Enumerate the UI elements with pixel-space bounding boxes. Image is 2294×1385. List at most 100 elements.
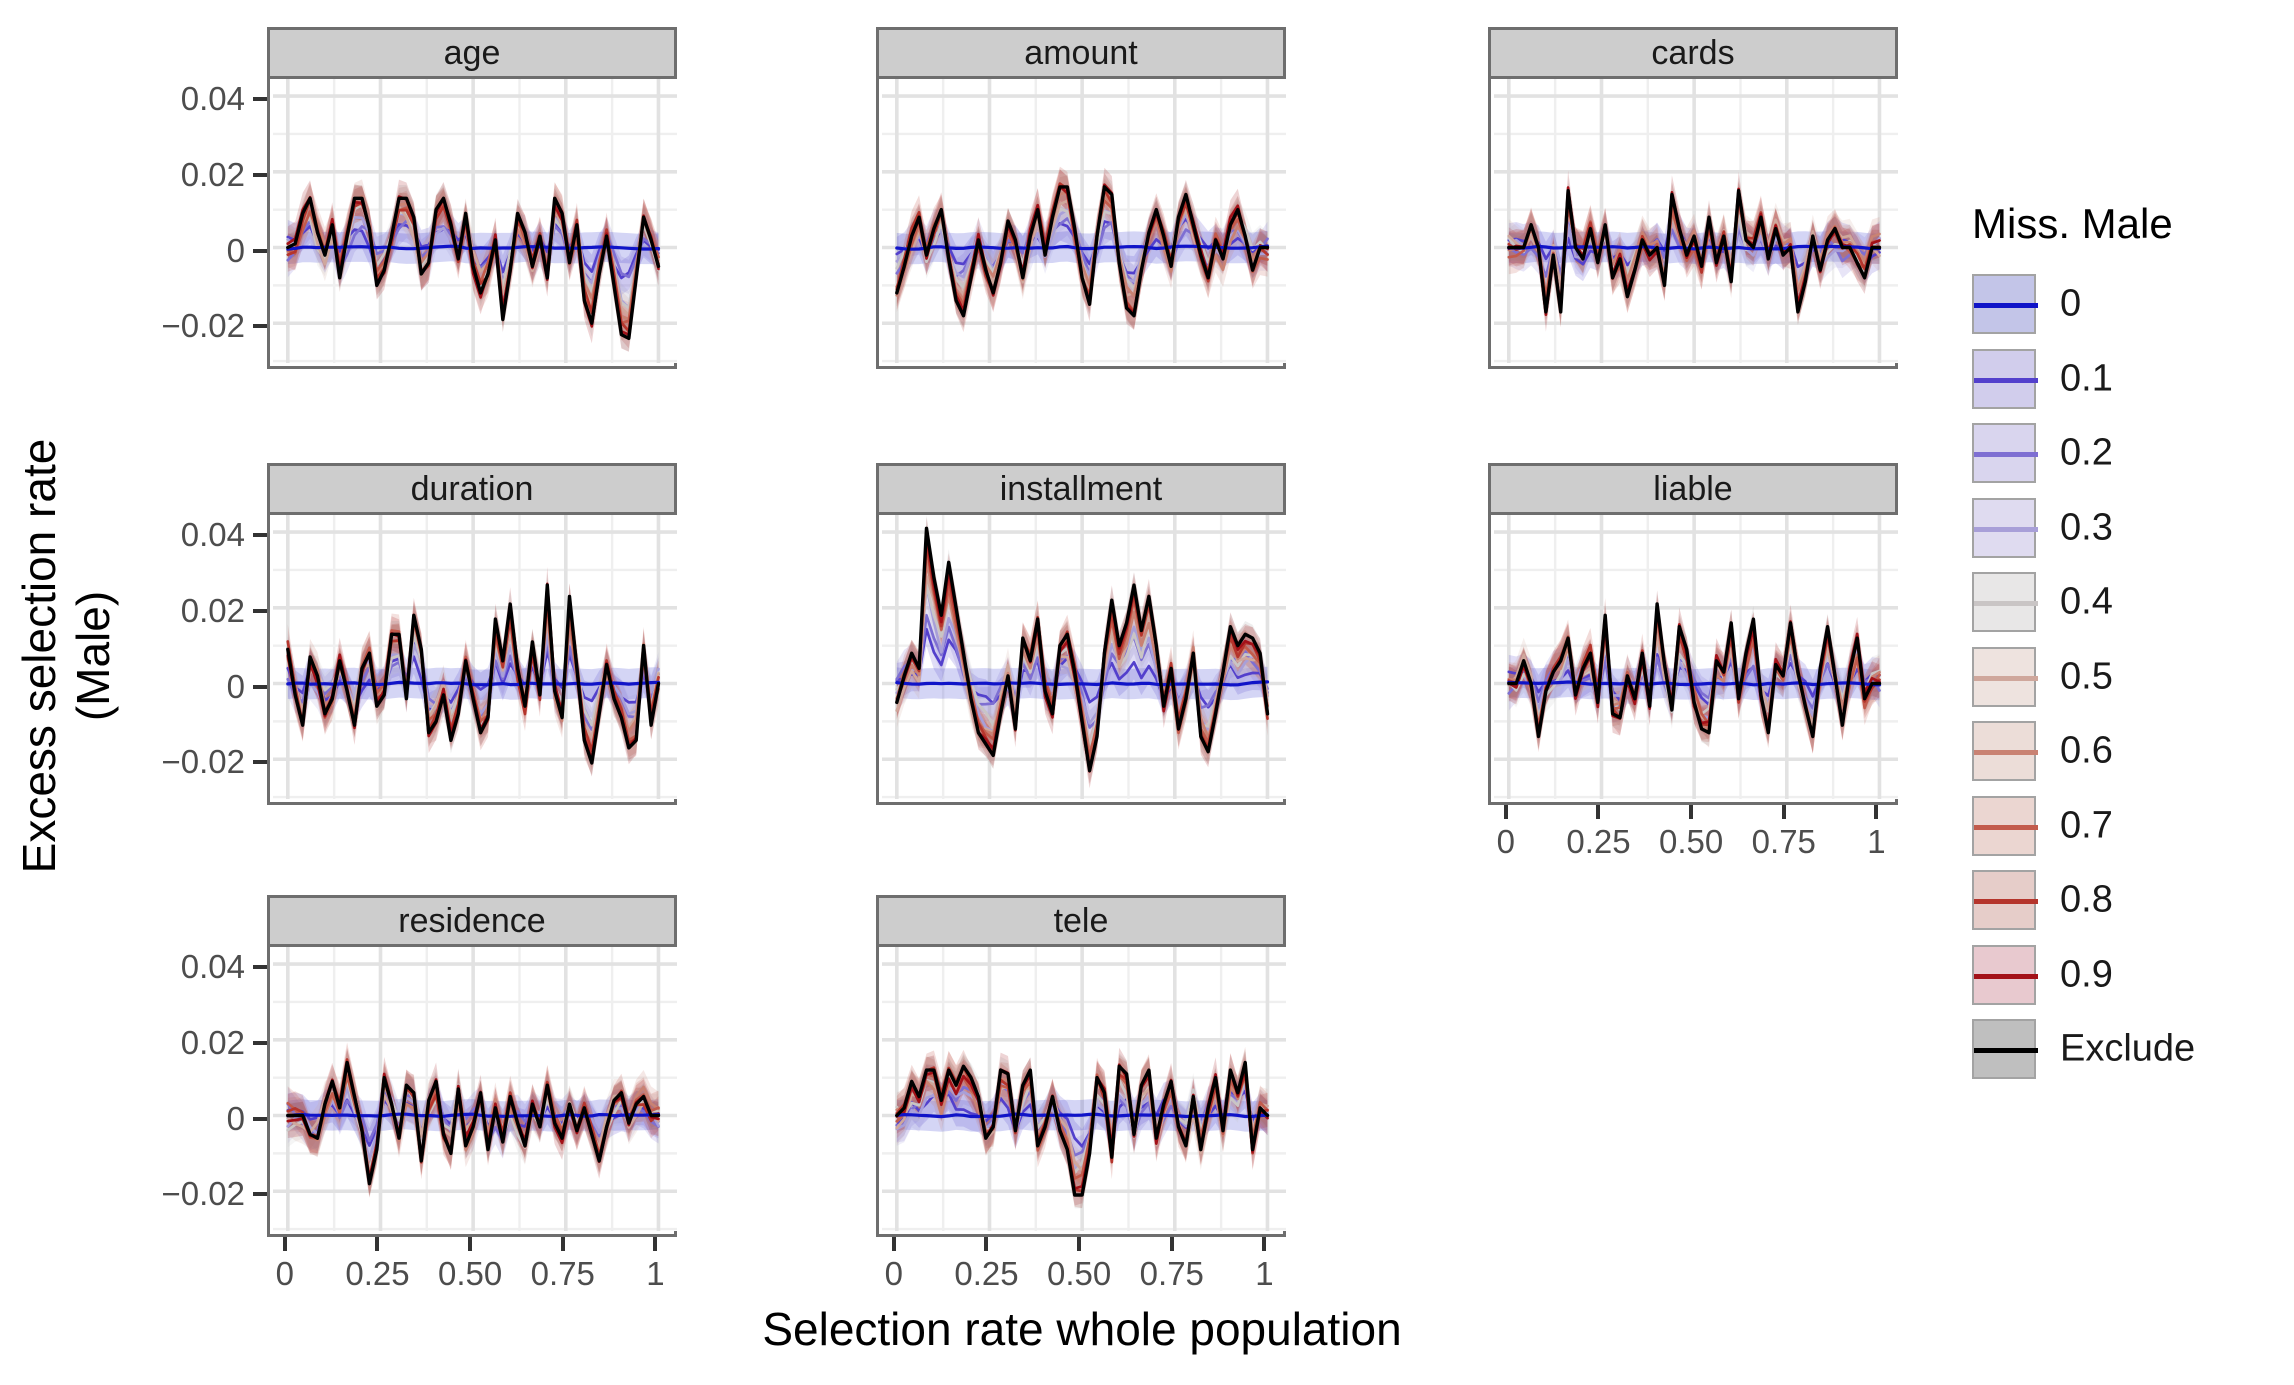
y-tick-label: −0.02	[161, 743, 246, 781]
series-ribbon-duration-0.3	[287, 614, 659, 742]
facet-panel-liable: liable	[1488, 463, 1898, 805]
y-tick-mark	[253, 1116, 267, 1121]
legend-key-swatch	[1972, 497, 2038, 558]
legend-label: 0.2	[2060, 431, 2113, 474]
y-tick-label: 0.02	[180, 591, 245, 629]
legend-key-swatch	[1972, 944, 2038, 1005]
facet-panel-tele: tele	[876, 895, 1286, 1237]
y-tick-mark	[253, 684, 267, 689]
legend-label: 0.1	[2060, 357, 2113, 399]
y-tick-mark	[253, 97, 267, 102]
facet-strip-cards: cards	[1488, 27, 1898, 79]
facet-panel-residence: residence	[267, 895, 677, 1237]
series-line-installment-Exclude	[895, 526, 1270, 773]
x-tick-mark	[282, 1237, 287, 1251]
facet-panel-age: age	[267, 27, 677, 369]
y-tick-mark	[253, 965, 267, 970]
series-ribbon-amount-0.7	[896, 169, 1268, 329]
legend-key-line	[1974, 303, 2038, 308]
legend-entry-0.5: 0.5	[1972, 646, 2272, 707]
facet-strip-tele: tele	[876, 895, 1286, 947]
legend-entry-0.4: 0.4	[1972, 572, 2272, 632]
facet-canvas-installment	[882, 515, 1286, 799]
series-ribbon-duration-0.6	[287, 590, 659, 771]
legend-label: 0.7	[2060, 804, 2113, 846]
facet-panel-amount: amount	[876, 27, 1286, 369]
facet-panel-duration: duration	[267, 463, 677, 805]
legend-key-line	[1974, 750, 2038, 755]
series-ribbon-liable-0.8	[1508, 594, 1880, 754]
legend-key-line	[1974, 824, 2038, 830]
facet-canvas-duration	[273, 515, 677, 799]
x-tick-label: 0.75	[1751, 823, 1816, 860]
x-tick-mark	[1262, 1237, 1267, 1251]
legend-entries: 0 0.1 0.2 0.3 0.4 0.5 0.6 0.7 0.8 0.9 Exclude	[1972, 274, 2195, 1094]
y-tick-label: −0.02	[161, 1175, 246, 1213]
y-tick-mark	[253, 608, 267, 613]
x-axis-title: Selection rate whole population	[762, 1303, 1402, 1355]
y-tick-label: 0.02	[180, 155, 245, 193]
x-tick-mark	[1169, 1237, 1174, 1251]
y-tick-label: 0.04	[180, 948, 245, 986]
legend-title: Miss. Male	[1972, 200, 2173, 247]
facet-canvas-cards	[1494, 79, 1898, 363]
legend-key-swatch	[1972, 348, 2038, 409]
facet-strip-residence: residence	[267, 895, 677, 947]
series-line-duration-Exclude	[286, 583, 661, 765]
facet-plot-area-installment	[876, 515, 1286, 805]
series-line-amount-Exclude	[895, 185, 1270, 318]
legend-key-swatch	[1972, 572, 2038, 632]
y-tick-mark	[253, 172, 267, 177]
legend-entry-0.9: 0.9	[1972, 944, 2272, 1005]
legend-label: 0	[2060, 282, 2082, 325]
series-line-amount-0	[895, 244, 1270, 251]
series-ribbon-cards-0.7	[1508, 182, 1880, 328]
facet-panel-cards: cards	[1488, 27, 1898, 369]
series-line-tele-0	[895, 1112, 1270, 1119]
y-tick-label: 0.02	[180, 1023, 245, 1061]
x-tick-label: 0.25	[345, 1255, 410, 1292]
legend: Miss. Male 0 0.1 0.2 0.3 0.4 0.5 0.6 0.7 0.8 0.9 E…	[1972, 200, 2195, 1094]
series-line-residence-Exclude	[286, 1060, 661, 1186]
series-line-installment-0	[895, 680, 1270, 687]
x-tick-mark	[984, 1237, 989, 1251]
legend-key-line	[1974, 601, 2038, 606]
facet-canvas-tele	[882, 947, 1286, 1231]
facet-plot-area-tele	[876, 947, 1286, 1237]
series-ribbon-amount-0.9	[896, 167, 1268, 330]
x-tick-label: 0.25	[1566, 823, 1631, 860]
y-tick-label: 0	[226, 667, 245, 705]
y-axis-title: Excess selection rate (Male)	[12, 439, 120, 874]
facet-plot-area-residence	[267, 947, 677, 1237]
x-tick-label: 0	[884, 1255, 903, 1292]
x-tick-label: 0	[275, 1255, 294, 1292]
series-ribbon-duration-0.5	[287, 600, 659, 755]
series-line-liable-Exclude	[1507, 602, 1882, 739]
x-tick-mark	[1503, 805, 1508, 819]
facet-strip-age: age	[267, 27, 677, 79]
x-tick-mark	[468, 1237, 473, 1251]
y-tick-mark	[253, 324, 267, 329]
legend-key-swatch	[1972, 274, 2038, 334]
facet-strip-duration: duration	[267, 463, 677, 515]
legend-entry-0.7: 0.7	[1972, 795, 2272, 856]
y-tick-label: 0	[226, 231, 245, 269]
x-tick-mark	[1596, 805, 1601, 819]
legend-key-swatch	[1972, 795, 2038, 856]
legend-label: 0.3	[2060, 506, 2113, 548]
y-tick-label: −0.02	[161, 307, 246, 345]
legend-key-swatch	[1972, 646, 2038, 707]
facet-strip-installment: installment	[876, 463, 1286, 515]
x-tick-mark	[653, 1237, 658, 1251]
series-ribbon-amount-0.8	[896, 166, 1268, 333]
series-line-age-0	[286, 244, 661, 251]
legend-key-line	[1974, 526, 2038, 532]
x-tick-mark	[1077, 1237, 1082, 1251]
legend-entry-0.3: 0.3	[1972, 497, 2272, 558]
series-ribbon-tele-Exclude	[896, 1049, 1268, 1209]
x-tick-label: 0.25	[954, 1255, 1019, 1292]
series-line-age-Exclude	[286, 196, 661, 341]
legend-key-swatch	[1972, 423, 2038, 483]
y-tick-mark	[253, 248, 267, 253]
